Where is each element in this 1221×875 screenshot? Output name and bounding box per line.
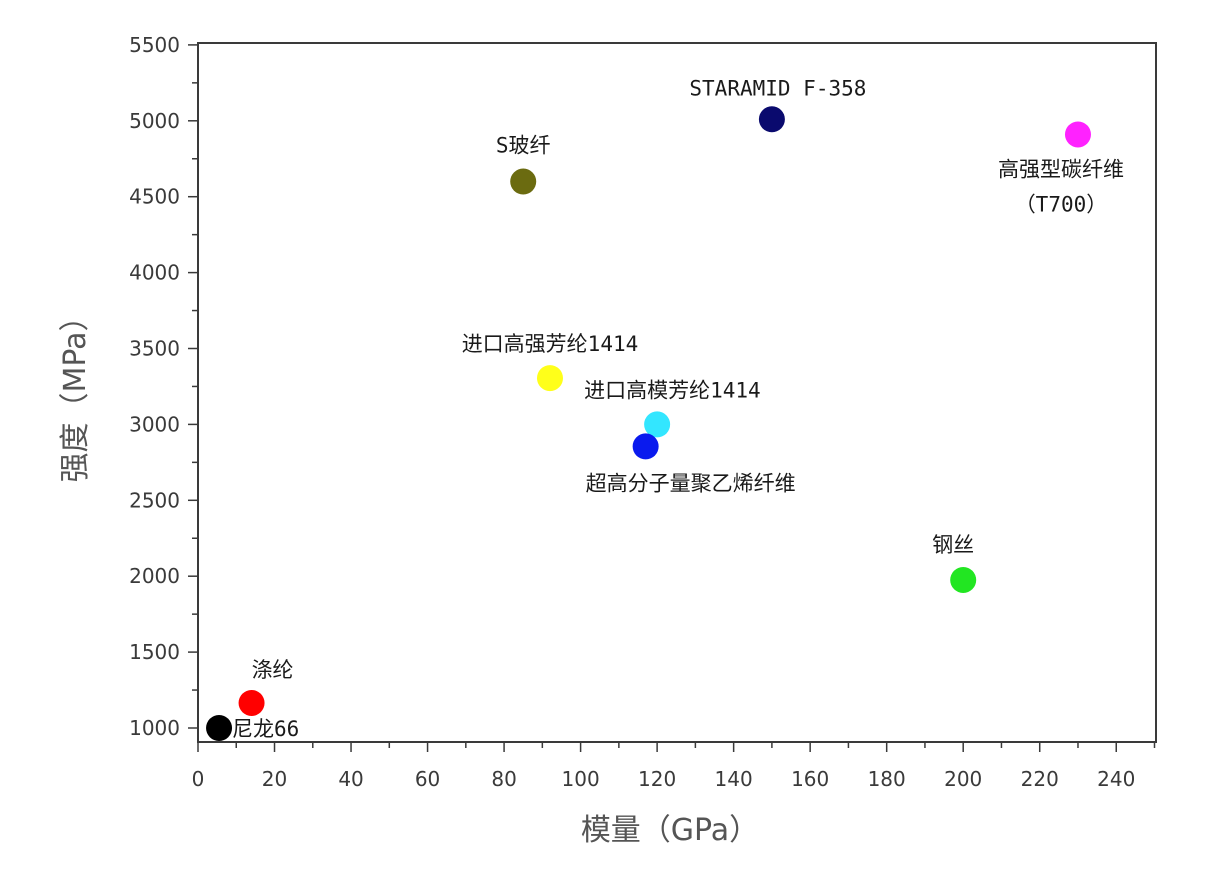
data-point (510, 168, 537, 195)
data-point (238, 689, 265, 716)
y-tick-label: 5500 (129, 33, 180, 57)
data-label: 尼龙66 (232, 717, 299, 741)
data-point (644, 411, 671, 438)
data-points (206, 106, 1091, 741)
y-tick-label: 3000 (129, 412, 180, 436)
data-label: 涤纶 (252, 658, 294, 682)
data-point (1064, 121, 1091, 148)
y-tick-label: 5000 (129, 109, 180, 133)
data-point (632, 433, 659, 460)
data-point (758, 106, 785, 133)
x-tick-label: 200 (944, 767, 982, 791)
y-tick-label: 2500 (129, 488, 180, 512)
y-axis-title: 强度（MPa） (58, 301, 93, 482)
x-tick-label: 80 (491, 767, 516, 791)
x-tick-label: 120 (638, 767, 676, 791)
x-axis-title: 模量（GPa） (581, 813, 759, 848)
x-tick-label: 60 (415, 767, 440, 791)
y-tick-label: 3500 (129, 337, 180, 361)
x-tick-label: 140 (715, 767, 753, 791)
data-label: 进口高模芳纶1414 (584, 378, 761, 402)
data-label: S玻纤 (496, 134, 551, 158)
data-label: STARAMID F-358 (689, 76, 866, 100)
x-tick-label: 20 (262, 767, 287, 791)
data-label: 超高分子量聚乙烯纤维 (586, 471, 796, 495)
data-label: 高强型碳纤维 (998, 157, 1124, 181)
data-point (536, 365, 563, 392)
y-tick-label: 2000 (129, 564, 180, 588)
data-label: 进口高强芳纶1414 (462, 332, 639, 356)
x-tick-label: 180 (868, 767, 906, 791)
y-tick-label: 1500 (129, 640, 180, 664)
x-tick-label: 220 (1021, 767, 1059, 791)
y-tick-label: 4500 (129, 185, 180, 209)
x-tick-label: 160 (791, 767, 829, 791)
x-tick-label: 240 (1097, 767, 1135, 791)
y-axis: 1000 1500 2000 2500 3000 3500 4000 4500 5000 5500 (129, 33, 198, 740)
x-tick-label: 0 (192, 767, 205, 791)
plot-frame (197, 42, 1157, 743)
data-point (206, 715, 233, 741)
x-tick-label: 100 (562, 767, 600, 791)
data-point (950, 566, 977, 593)
x-axis: 0 20 40 60 80 100 120 140 160 180 200 220 240 (192, 742, 1156, 791)
x-tick-label: 40 (338, 767, 363, 791)
y-tick-label: 4000 (129, 261, 180, 285)
data-label: 钢丝 (932, 533, 974, 557)
data-label: （T700） (1015, 192, 1108, 216)
y-tick-label: 1000 (129, 716, 180, 740)
